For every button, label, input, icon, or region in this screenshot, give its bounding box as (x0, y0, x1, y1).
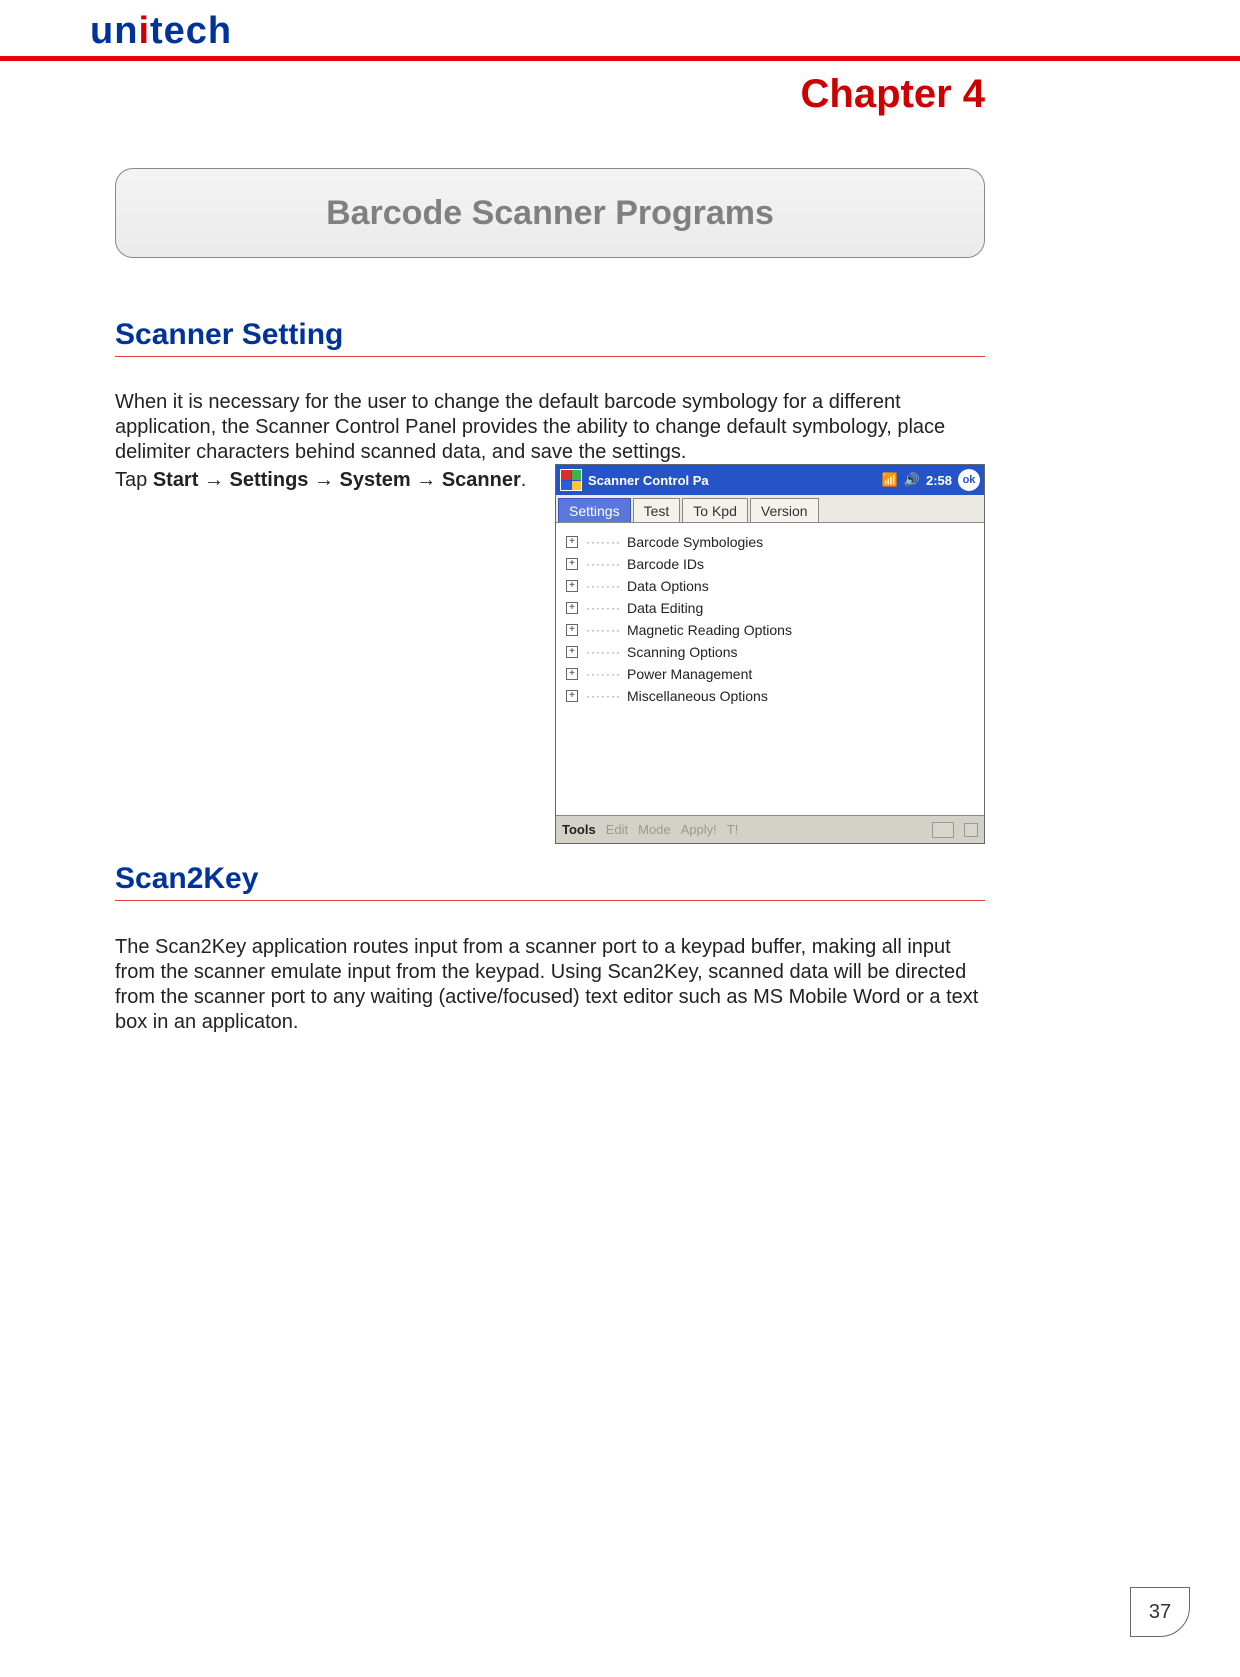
signal-icon: 📶 (882, 472, 898, 488)
expand-icon[interactable]: + (566, 690, 578, 702)
tree-item-label: Barcode IDs (627, 556, 704, 572)
window-titlebar: Scanner Control Pa 📶 🔊 2:58 ok (556, 465, 984, 495)
header-divider (0, 56, 1240, 61)
tab-test[interactable]: Test (633, 498, 681, 522)
tree-item[interactable]: +·······Barcode IDs (566, 553, 974, 575)
nav-step-2: System (340, 469, 411, 491)
up-arrow-icon[interactable] (964, 823, 978, 837)
nav-step-3: Scanner (442, 469, 521, 491)
nav-path: Tap Start → Settings → System → Scanner. (115, 468, 555, 493)
expand-icon[interactable]: + (566, 558, 578, 570)
tree-item-label: Data Options (627, 578, 709, 594)
menu-tools[interactable]: Tools (562, 822, 596, 837)
tree-item-label: Scanning Options (627, 644, 738, 660)
nav-step-0: Start (153, 469, 199, 491)
expand-icon[interactable]: + (566, 536, 578, 548)
start-flag-icon[interactable] (560, 469, 582, 491)
tab-version[interactable]: Version (750, 498, 819, 522)
page-number-value: 37 (1149, 1601, 1171, 1624)
section-banner-text: Barcode Scanner Programs (326, 194, 774, 233)
tree-item-label: Magnetic Reading Options (627, 622, 792, 638)
logo-part2: tech (150, 10, 232, 52)
heading-underline-2 (115, 900, 985, 901)
menu-apply: Apply! (681, 822, 717, 837)
page-number: 37 (1130, 1587, 1190, 1637)
chapter-title: Chapter 4 (0, 72, 985, 117)
tab-to-kpd[interactable]: To Kpd (682, 498, 748, 522)
section-banner: Barcode Scanner Programs (115, 168, 985, 258)
nav-sep-0: → (198, 469, 229, 491)
expand-icon[interactable]: + (566, 580, 578, 592)
menu-t: T! (727, 822, 739, 837)
tree-item[interactable]: +·······Scanning Options (566, 641, 974, 663)
heading-scan2key: Scan2Key (115, 862, 258, 896)
heading-scanner-setting: Scanner Setting (115, 318, 343, 352)
tree-item-label: Power Management (627, 666, 752, 682)
tree-item[interactable]: +·······Data Options (566, 575, 974, 597)
paragraph-scan2key: The Scan2Key application routes input fr… (115, 935, 985, 1035)
tree-item[interactable]: +·······Barcode Symbologies (566, 531, 974, 553)
tree-item[interactable]: +·······Power Management (566, 663, 974, 685)
expand-icon[interactable]: + (566, 624, 578, 636)
menu-mode: Mode (638, 822, 671, 837)
clock-value: 2:58 (926, 473, 952, 488)
brand-logo: unitech (90, 10, 232, 53)
keyboard-icon[interactable] (932, 822, 954, 838)
tab-settings[interactable]: Settings (558, 498, 631, 522)
expand-icon[interactable]: + (566, 668, 578, 680)
nav-sep-2: → (411, 469, 442, 491)
heading-underline (115, 356, 985, 357)
menu-edit: Edit (606, 822, 628, 837)
logo-accent-letter: i (138, 10, 150, 52)
expand-icon[interactable]: + (566, 646, 578, 658)
tab-bar: Settings Test To Kpd Version (556, 495, 984, 523)
nav-step-1: Settings (230, 469, 309, 491)
bottom-toolbar: Tools Edit Mode Apply! T! (556, 815, 984, 843)
nav-sep-1: → (308, 469, 339, 491)
window-title: Scanner Control Pa (588, 473, 882, 488)
paragraph-scanner-setting: When it is necessary for the user to cha… (115, 390, 985, 465)
logo-part1: un (90, 10, 138, 52)
tree-item-label: Data Editing (627, 600, 703, 616)
volume-icon: 🔊 (904, 472, 920, 488)
ok-button[interactable]: ok (958, 469, 980, 491)
tree-item[interactable]: +·······Miscellaneous Options (566, 685, 974, 707)
tree-item[interactable]: +·······Magnetic Reading Options (566, 619, 974, 641)
settings-tree: +·······Barcode Symbologies +·······Barc… (556, 523, 984, 715)
screenshot-scanner-control-panel: Scanner Control Pa 📶 🔊 2:58 ok Settings … (555, 464, 985, 844)
tree-item-label: Miscellaneous Options (627, 688, 768, 704)
tree-item[interactable]: +·······Data Editing (566, 597, 974, 619)
tree-item-label: Barcode Symbologies (627, 534, 763, 550)
expand-icon[interactable]: + (566, 602, 578, 614)
nav-prefix: Tap (115, 469, 153, 491)
